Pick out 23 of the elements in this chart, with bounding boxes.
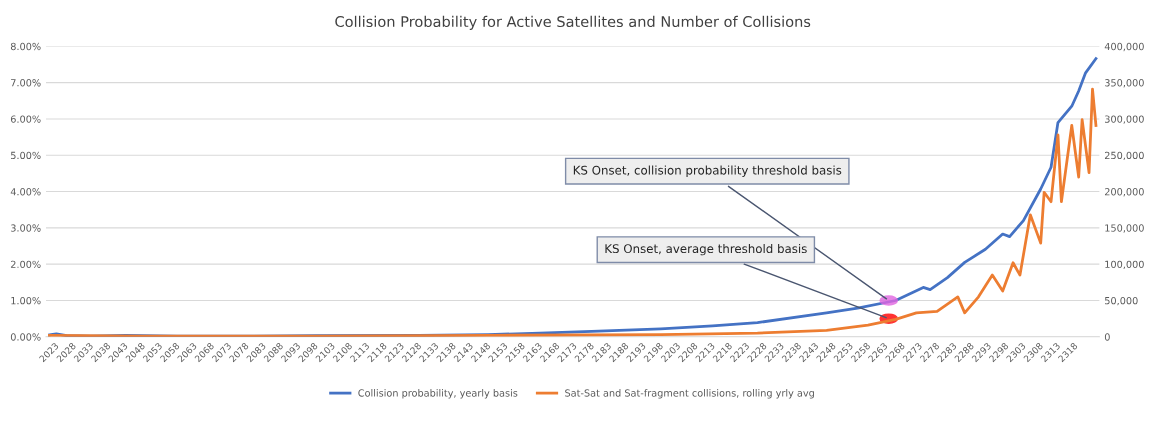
y-tick-label: 4.00% bbox=[10, 188, 41, 196]
y-tick-label: 8.00% bbox=[10, 42, 41, 51]
annotation: KS Onset, average threshold basis bbox=[605, 243, 807, 256]
y2-tick-label: 0 bbox=[1104, 333, 1110, 341]
y-tick-label: 7.00% bbox=[11, 79, 41, 87]
y2-tick-label: 200,000 bbox=[1104, 188, 1144, 197]
y2-tick-label: 250,000 bbox=[1104, 151, 1144, 161]
y2-tick-label: 300,000 bbox=[1105, 115, 1144, 124]
y2-tick-label: 150,000 bbox=[1105, 224, 1144, 233]
y2-tick-label: 100,000 bbox=[1105, 260, 1144, 269]
y2-tick-label: 350,000 bbox=[1105, 79, 1144, 88]
y-tick-label: 2.00% bbox=[10, 260, 41, 269]
y-tick-label: 6.00% bbox=[10, 115, 41, 123]
y-tick-label: 0.00% bbox=[10, 333, 41, 341]
legend-label: Collision probability, yearly basis bbox=[358, 389, 518, 399]
y-tick-label: 3.00% bbox=[11, 224, 41, 232]
y2-tick-label: 50,000 bbox=[1105, 296, 1138, 306]
legend-label: Sat-Sat and Sat-fragment collisions, rolling yrly avg bbox=[565, 389, 814, 399]
annotation: KS Onset, collision probability threshold basis bbox=[573, 165, 842, 177]
y-tick-label: 1.00% bbox=[11, 296, 41, 305]
y-tick-label: 5.00% bbox=[11, 151, 41, 160]
y2-tick-label: 400,000 bbox=[1104, 42, 1144, 52]
chart-title: Collision Probability for Active Satellites and Number of Collisions bbox=[335, 15, 811, 30]
